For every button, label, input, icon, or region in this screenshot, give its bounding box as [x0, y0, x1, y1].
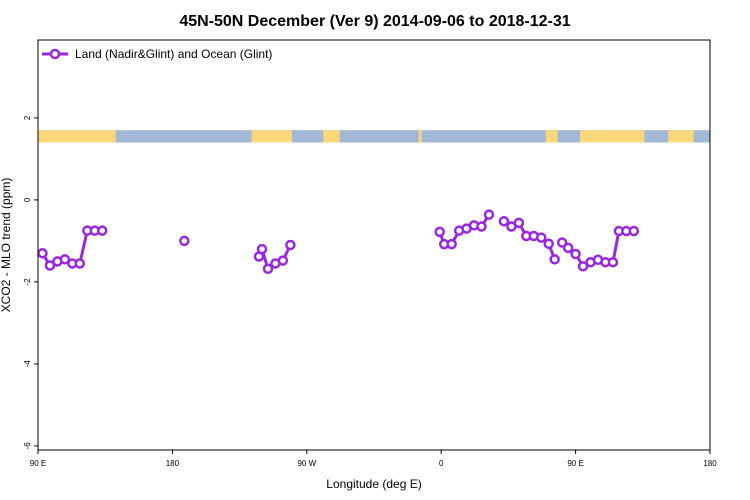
- legend-entry-label: Land (Nadir&Glint) and Ocean (Glint): [75, 47, 272, 61]
- map-land-band: [545, 130, 558, 143]
- x-tick-label: 90 W: [297, 459, 316, 468]
- x-tick-label: 0: [439, 459, 444, 468]
- chart-title: 45N-50N December (Ver 9) 2014-09-06 to 2…: [179, 13, 570, 30]
- data-point: [434, 226, 445, 238]
- map-land-band: [38, 130, 116, 143]
- map-ocean-band: [38, 130, 710, 143]
- y-tick-label: -6: [23, 442, 32, 450]
- data-point: [628, 225, 640, 237]
- data-point: [285, 239, 296, 251]
- x-axis-label: Longitude (deg E): [326, 477, 421, 491]
- data-point: [543, 238, 554, 250]
- x-tick-label: 180: [703, 459, 717, 468]
- y-axis-label: XCO2 - MLO trend (ppm): [0, 178, 13, 313]
- y-tick-label: -4: [23, 360, 32, 368]
- data-point: [483, 209, 495, 220]
- series-layer: [37, 209, 640, 275]
- data-point: [570, 248, 581, 260]
- x-axis: 90 E 180 90 W 0 90 E 180: [30, 450, 717, 468]
- data-point: [607, 256, 619, 268]
- y-tick-label: 0: [23, 197, 32, 202]
- data-point: [513, 217, 525, 229]
- data-point: [536, 232, 547, 243]
- data-point: [277, 255, 289, 266]
- data-point: [446, 238, 457, 250]
- data-point: [59, 254, 71, 265]
- data-point: [476, 221, 487, 232]
- y-tick-label: -2: [23, 278, 32, 286]
- map-land-band: [251, 130, 292, 143]
- legend-marker-swatch: [49, 48, 61, 60]
- data-point: [256, 243, 268, 255]
- data-point: [37, 247, 48, 259]
- data-point: [562, 242, 574, 254]
- x-tick-label: 90 E: [30, 459, 46, 468]
- data-point: [498, 215, 510, 227]
- x-tick-label: 180: [166, 459, 180, 468]
- map-land-band: [323, 130, 340, 143]
- legend: Land (Nadir&Glint) and Ocean (Glint): [42, 47, 272, 61]
- y-axis: -6 -4 -2 0 2: [23, 115, 38, 449]
- map-land-band: [418, 130, 422, 143]
- x-tick-label: 90 E: [567, 459, 583, 468]
- plot-frame: [37, 39, 711, 451]
- data-point: [179, 235, 190, 247]
- y-tick-label: 2: [23, 115, 32, 120]
- data-point: [549, 254, 560, 265]
- data-point: [74, 258, 86, 269]
- data-point: [577, 261, 589, 272]
- data-point: [44, 260, 56, 271]
- map-strip: [38, 130, 710, 143]
- map-land-band: [668, 130, 694, 143]
- data-point: [96, 225, 108, 236]
- data-point: [262, 263, 274, 275]
- map-land-band: [580, 130, 645, 143]
